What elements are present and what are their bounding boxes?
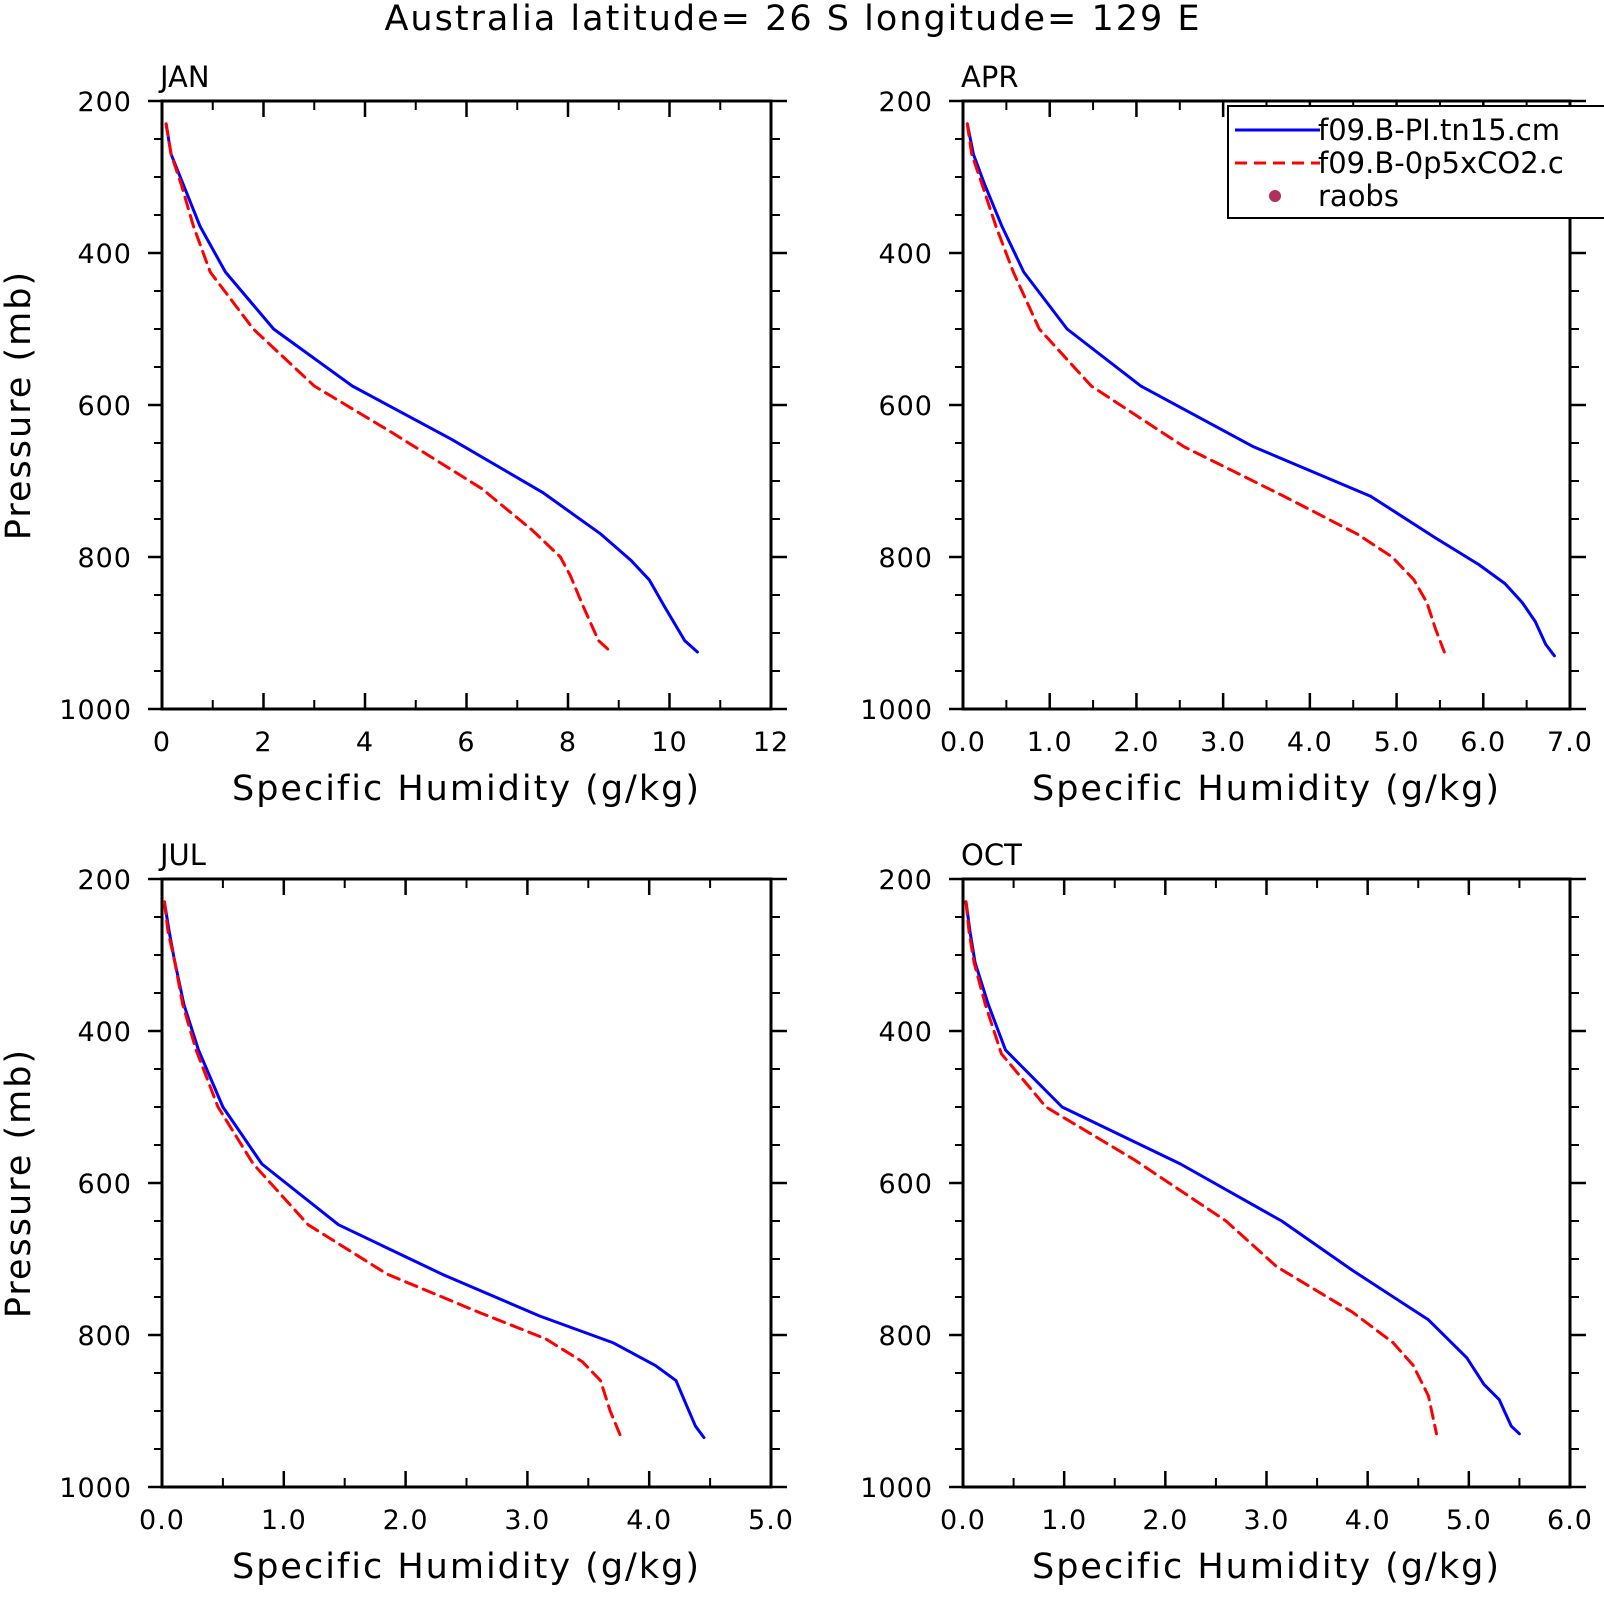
- x-tick-label: 2.0: [383, 1505, 429, 1536]
- x-axis-label-oct: Specific Humidity (g/kg): [1032, 1547, 1501, 1587]
- x-tick-label: 4.0: [626, 1505, 672, 1536]
- x-tick-label: 3.0: [504, 1505, 550, 1536]
- x-tick-label: 3.0: [1244, 1505, 1290, 1536]
- x-tick-label: 10: [651, 727, 687, 758]
- series-line-0p5xco2-oct: [964, 900, 1438, 1436]
- y-tick-label: 800: [878, 543, 933, 574]
- legend-label: raobs: [1318, 179, 1399, 213]
- legend-label: f09.B-PI.tn15.cm: [1318, 113, 1560, 147]
- y-tick-label: 800: [77, 1321, 132, 1352]
- y-axis-label-jul: Pressure (mb): [0, 1048, 39, 1318]
- x-tick-label: 0.0: [940, 727, 986, 758]
- series-line-pi-apr: [965, 122, 1556, 658]
- x-tick-label: 1.0: [1027, 727, 1073, 758]
- y-tick-label: 200: [77, 87, 132, 118]
- x-tick-label: 6.0: [1460, 727, 1506, 758]
- x-tick-label: 12: [753, 727, 789, 758]
- y-tick-label: 600: [878, 1169, 933, 1200]
- y-tick-label: 400: [878, 239, 933, 270]
- x-axis-label-jul: Specific Humidity (g/kg): [232, 1547, 701, 1587]
- y-tick-label: 1000: [59, 1473, 132, 1504]
- series-line-pi-jan: [164, 122, 699, 654]
- legend-marker-raobs: [1269, 190, 1281, 202]
- x-tick-label: 8: [559, 727, 577, 758]
- x-tick-label: 2: [254, 727, 272, 758]
- x-tick-label: 1.0: [261, 1505, 307, 1536]
- x-tick-label: 3.0: [1200, 727, 1246, 758]
- x-tick-label: 0: [153, 727, 171, 758]
- figure-title: Australia latitude= 26 S longitude= 129 …: [384, 0, 1201, 39]
- x-tick-label: 7.0: [1547, 727, 1593, 758]
- y-axis-label-jan: Pressure (mb): [0, 270, 39, 540]
- panel-oct: OCT 0.0 1.0 2.0 3.0 4.0 5.0 6.0 200 400 600 800 1000…: [860, 838, 1593, 1587]
- panel-jan: JAN 0 2 4 6 8 10 12 200 400 600 800 1000 Specific Hum…: [0, 60, 789, 809]
- x-tick-label: 0.0: [940, 1505, 986, 1536]
- y-tick-label: 600: [77, 391, 132, 422]
- x-axis-label-apr: Specific Humidity (g/kg): [1032, 769, 1501, 809]
- y-tick-label: 1000: [59, 695, 132, 726]
- plot-frame-jul: [160, 877, 773, 1489]
- panel-label-jul: JUL: [158, 838, 206, 872]
- series-line-0p5xco2-jul: [162, 900, 623, 1440]
- panel-label-apr: APR: [961, 60, 1018, 94]
- y-tick-label: 200: [878, 865, 933, 896]
- x-tick-label: 4.0: [1287, 727, 1333, 758]
- x-tick-label: 4.0: [1345, 1505, 1391, 1536]
- x-tick-label: 6.0: [1547, 1505, 1593, 1536]
- series-line-pi-oct: [964, 900, 1521, 1436]
- panel-apr: APR 0.0 1.0 2.0 3.0 4.0 5.0 6.0 7.0 200 400 600 800 1…: [860, 60, 1593, 809]
- panel-jul: JUL 0.0 1.0 2.0 3.0 4.0 5.0 200 400 600 800 1000 Spe…: [0, 838, 794, 1587]
- x-tick-label: 5.0: [1374, 727, 1420, 758]
- x-tick-label: 0.0: [139, 1505, 185, 1536]
- legend-box: [1227, 105, 1604, 219]
- x-tick-label: 4: [356, 727, 374, 758]
- y-tick-label: 200: [77, 865, 132, 896]
- y-tick-label: 800: [878, 1321, 933, 1352]
- y-tick-label: 200: [878, 87, 933, 118]
- plot-frame-jan: [160, 99, 773, 711]
- y-tick-label: 600: [878, 391, 933, 422]
- y-tick-label: 400: [77, 239, 132, 270]
- legend-label: f09.B-0p5xCO2.c: [1318, 146, 1564, 180]
- x-tick-label: 2.0: [1142, 1505, 1188, 1536]
- y-tick-label: 1000: [860, 1473, 933, 1504]
- x-tick-label: 5.0: [748, 1505, 794, 1536]
- y-tick-label: 400: [77, 1017, 132, 1048]
- series-line-0p5xco2-jan: [164, 122, 613, 654]
- series-line-0p5xco2-apr: [965, 122, 1446, 654]
- panel-label-oct: OCT: [961, 838, 1022, 872]
- plot-frame-oct: [961, 877, 1572, 1489]
- x-tick-label: 5.0: [1446, 1505, 1492, 1536]
- x-tick-label: 6: [457, 727, 475, 758]
- panels-group: JAN 0 2 4 6 8 10 12 200 400 600 800 1000 Specific Hum…: [0, 60, 1593, 1587]
- y-tick-label: 600: [77, 1169, 132, 1200]
- x-tick-label: 2.0: [1113, 727, 1159, 758]
- series-line-pi-jul: [162, 900, 706, 1440]
- y-tick-label: 800: [77, 543, 132, 574]
- y-tick-label: 1000: [860, 695, 933, 726]
- x-axis-label-jan: Specific Humidity (g/kg): [232, 769, 701, 809]
- x-tick-label: 1.0: [1041, 1505, 1087, 1536]
- y-tick-label: 400: [878, 1017, 933, 1048]
- panel-label-jan: JAN: [158, 60, 210, 94]
